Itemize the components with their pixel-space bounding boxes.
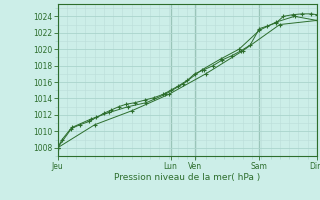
- X-axis label: Pression niveau de la mer( hPa ): Pression niveau de la mer( hPa ): [114, 173, 260, 182]
